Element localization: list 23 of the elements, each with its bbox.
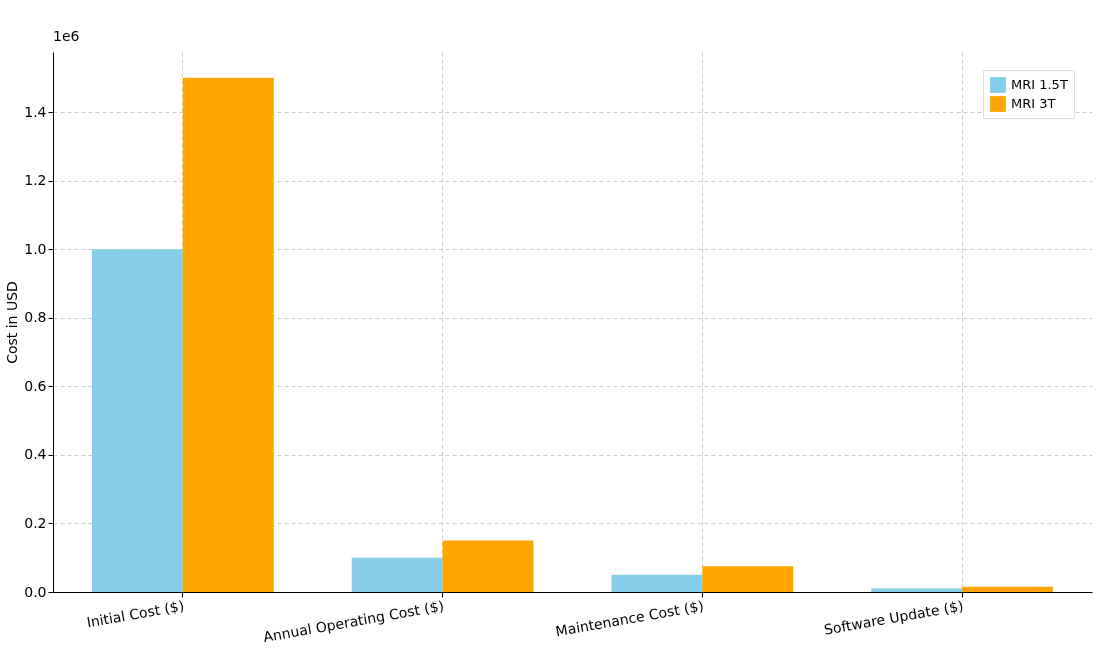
bar <box>182 77 274 592</box>
x-tick-label: Software Update ($) <box>822 597 965 638</box>
bar <box>351 557 443 592</box>
x-tick-label: Initial Cost ($) <box>85 597 186 631</box>
y-tick-label: 1.2 <box>24 172 47 189</box>
y-tick-label: 0.6 <box>24 377 47 394</box>
y-axis-title: Cost in USD <box>4 281 21 364</box>
y-tick-label: 0.8 <box>24 309 47 326</box>
x-tick-label: Maintenance Cost ($) <box>554 597 705 640</box>
bar <box>702 566 794 592</box>
bar <box>442 540 534 592</box>
text: 1e6 <box>53 28 80 44</box>
bar <box>91 249 183 592</box>
y-tick-label: 0.4 <box>24 446 47 463</box>
y-tick-label: 0.0 <box>24 583 47 600</box>
bar <box>611 574 703 592</box>
y-tick-label: 1.4 <box>24 103 47 120</box>
legend-label: MRI 3T <box>1011 96 1056 111</box>
bar <box>962 586 1054 592</box>
legend-label: MRI 1.5T <box>1011 77 1068 92</box>
x-tick-label: Annual Operating Cost ($) <box>262 597 446 646</box>
y-tick-label: 1.0 <box>24 240 47 257</box>
y-tick-label: 0.2 <box>24 514 47 531</box>
